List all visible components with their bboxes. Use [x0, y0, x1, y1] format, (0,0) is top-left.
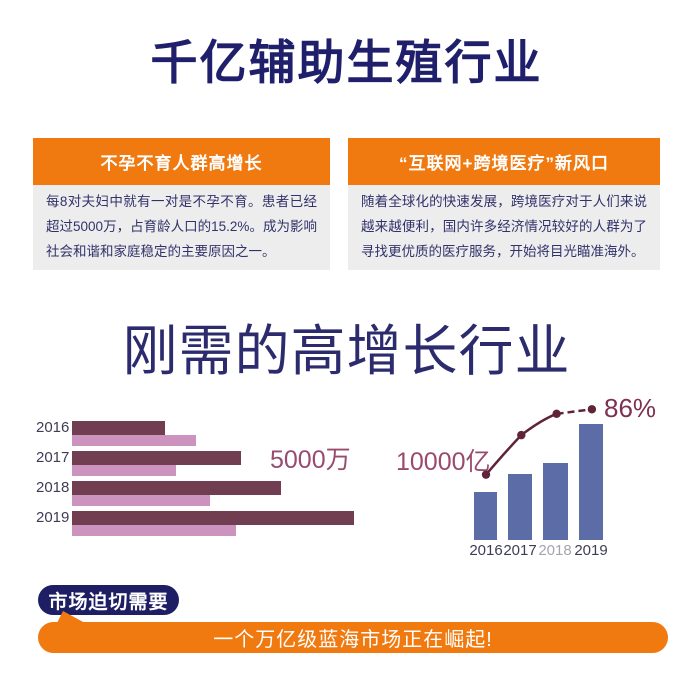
- info-card-crossborder: “互联网+跨境医疗”新风口 随着全球化的快速发展，跨境医疗对于人们来说越来越便利…: [348, 138, 660, 270]
- x-tick-2018: 2018: [538, 542, 572, 559]
- bar-light-2016: [72, 435, 197, 446]
- trend-dot-2018: [552, 409, 561, 419]
- year-label: 2019: [36, 509, 70, 526]
- bar-dark-2016: [72, 421, 166, 435]
- x-tick-2019: 2019: [574, 542, 608, 559]
- info-card-header: 不孕不育人群高增长: [33, 138, 330, 185]
- info-card-body: 随着全球化的快速发展，跨境医疗对于人们来说越来越便利，国内许多经济情况较好的人群…: [348, 185, 660, 270]
- bar-light-2019: [72, 525, 236, 536]
- info-card-infertility: 不孕不育人群高增长 每8对夫妇中就有一对是不孕不育。患者已经超过5000万，占育…: [33, 138, 330, 270]
- page-title: 千亿辅助生殖行业: [150, 36, 543, 89]
- chart-row-2016: 2016: [36, 419, 354, 451]
- trend-line-chart: [481, 405, 597, 479]
- banner-pointer-icon: [57, 611, 85, 623]
- chart-row-2017: 2017: [36, 449, 354, 481]
- bar-dark-2018: [72, 481, 281, 495]
- market-bar-2018: [543, 463, 568, 540]
- bar-group: [72, 451, 242, 476]
- market-scale-x-labels: 2016 2017 2018 2019: [469, 542, 665, 560]
- info-card-body: 每8对夫妇中就有一对是不孕不育。患者已经超过5000万，占育龄人口的15.2%。…: [33, 185, 330, 270]
- year-label: 2017: [36, 449, 70, 466]
- trend-dot-2019: [587, 405, 597, 414]
- chart-row-2019: 2019: [36, 509, 354, 541]
- market-bar-2019: [579, 424, 603, 540]
- annotation-5000w: 5000万: [270, 446, 351, 474]
- bar-light-2017: [72, 465, 177, 476]
- bar-group: [72, 511, 354, 536]
- x-tick-2017: 2017: [503, 542, 537, 559]
- blue-ocean-banner: 一个万亿级蓝海市场正在崛起!: [38, 622, 668, 653]
- trend-dot-2016: [481, 470, 491, 479]
- bar-group: [72, 421, 197, 446]
- bar-group: [72, 481, 281, 506]
- bar-dark-2019: [72, 511, 354, 525]
- trend-line-solid: [485, 412, 558, 476]
- market-need-badge: 市场迫切需要: [38, 585, 179, 615]
- market-bar-2016: [474, 492, 497, 540]
- section-title: 刚需的高增长行业: [122, 320, 571, 382]
- trend-dot-2017: [517, 430, 526, 440]
- bar-light-2018: [72, 495, 211, 506]
- bar-dark-2017: [72, 451, 242, 465]
- market-scale-chart: [470, 420, 665, 540]
- market-bar-2017: [508, 473, 532, 540]
- chart-row-2018: 2018: [36, 479, 354, 511]
- annotation-86pct: 86%: [604, 393, 657, 423]
- x-tick-2016: 2016: [469, 542, 503, 559]
- infertility-chart: 2016 2017 2018 2019: [36, 419, 354, 541]
- annotation-10000y: 10000亿: [396, 448, 491, 476]
- trend-line-dashed: [556, 408, 593, 416]
- year-label: 2016: [36, 419, 70, 436]
- year-label: 2018: [36, 479, 70, 496]
- info-card-header: “互联网+跨境医疗”新风口: [348, 138, 660, 185]
